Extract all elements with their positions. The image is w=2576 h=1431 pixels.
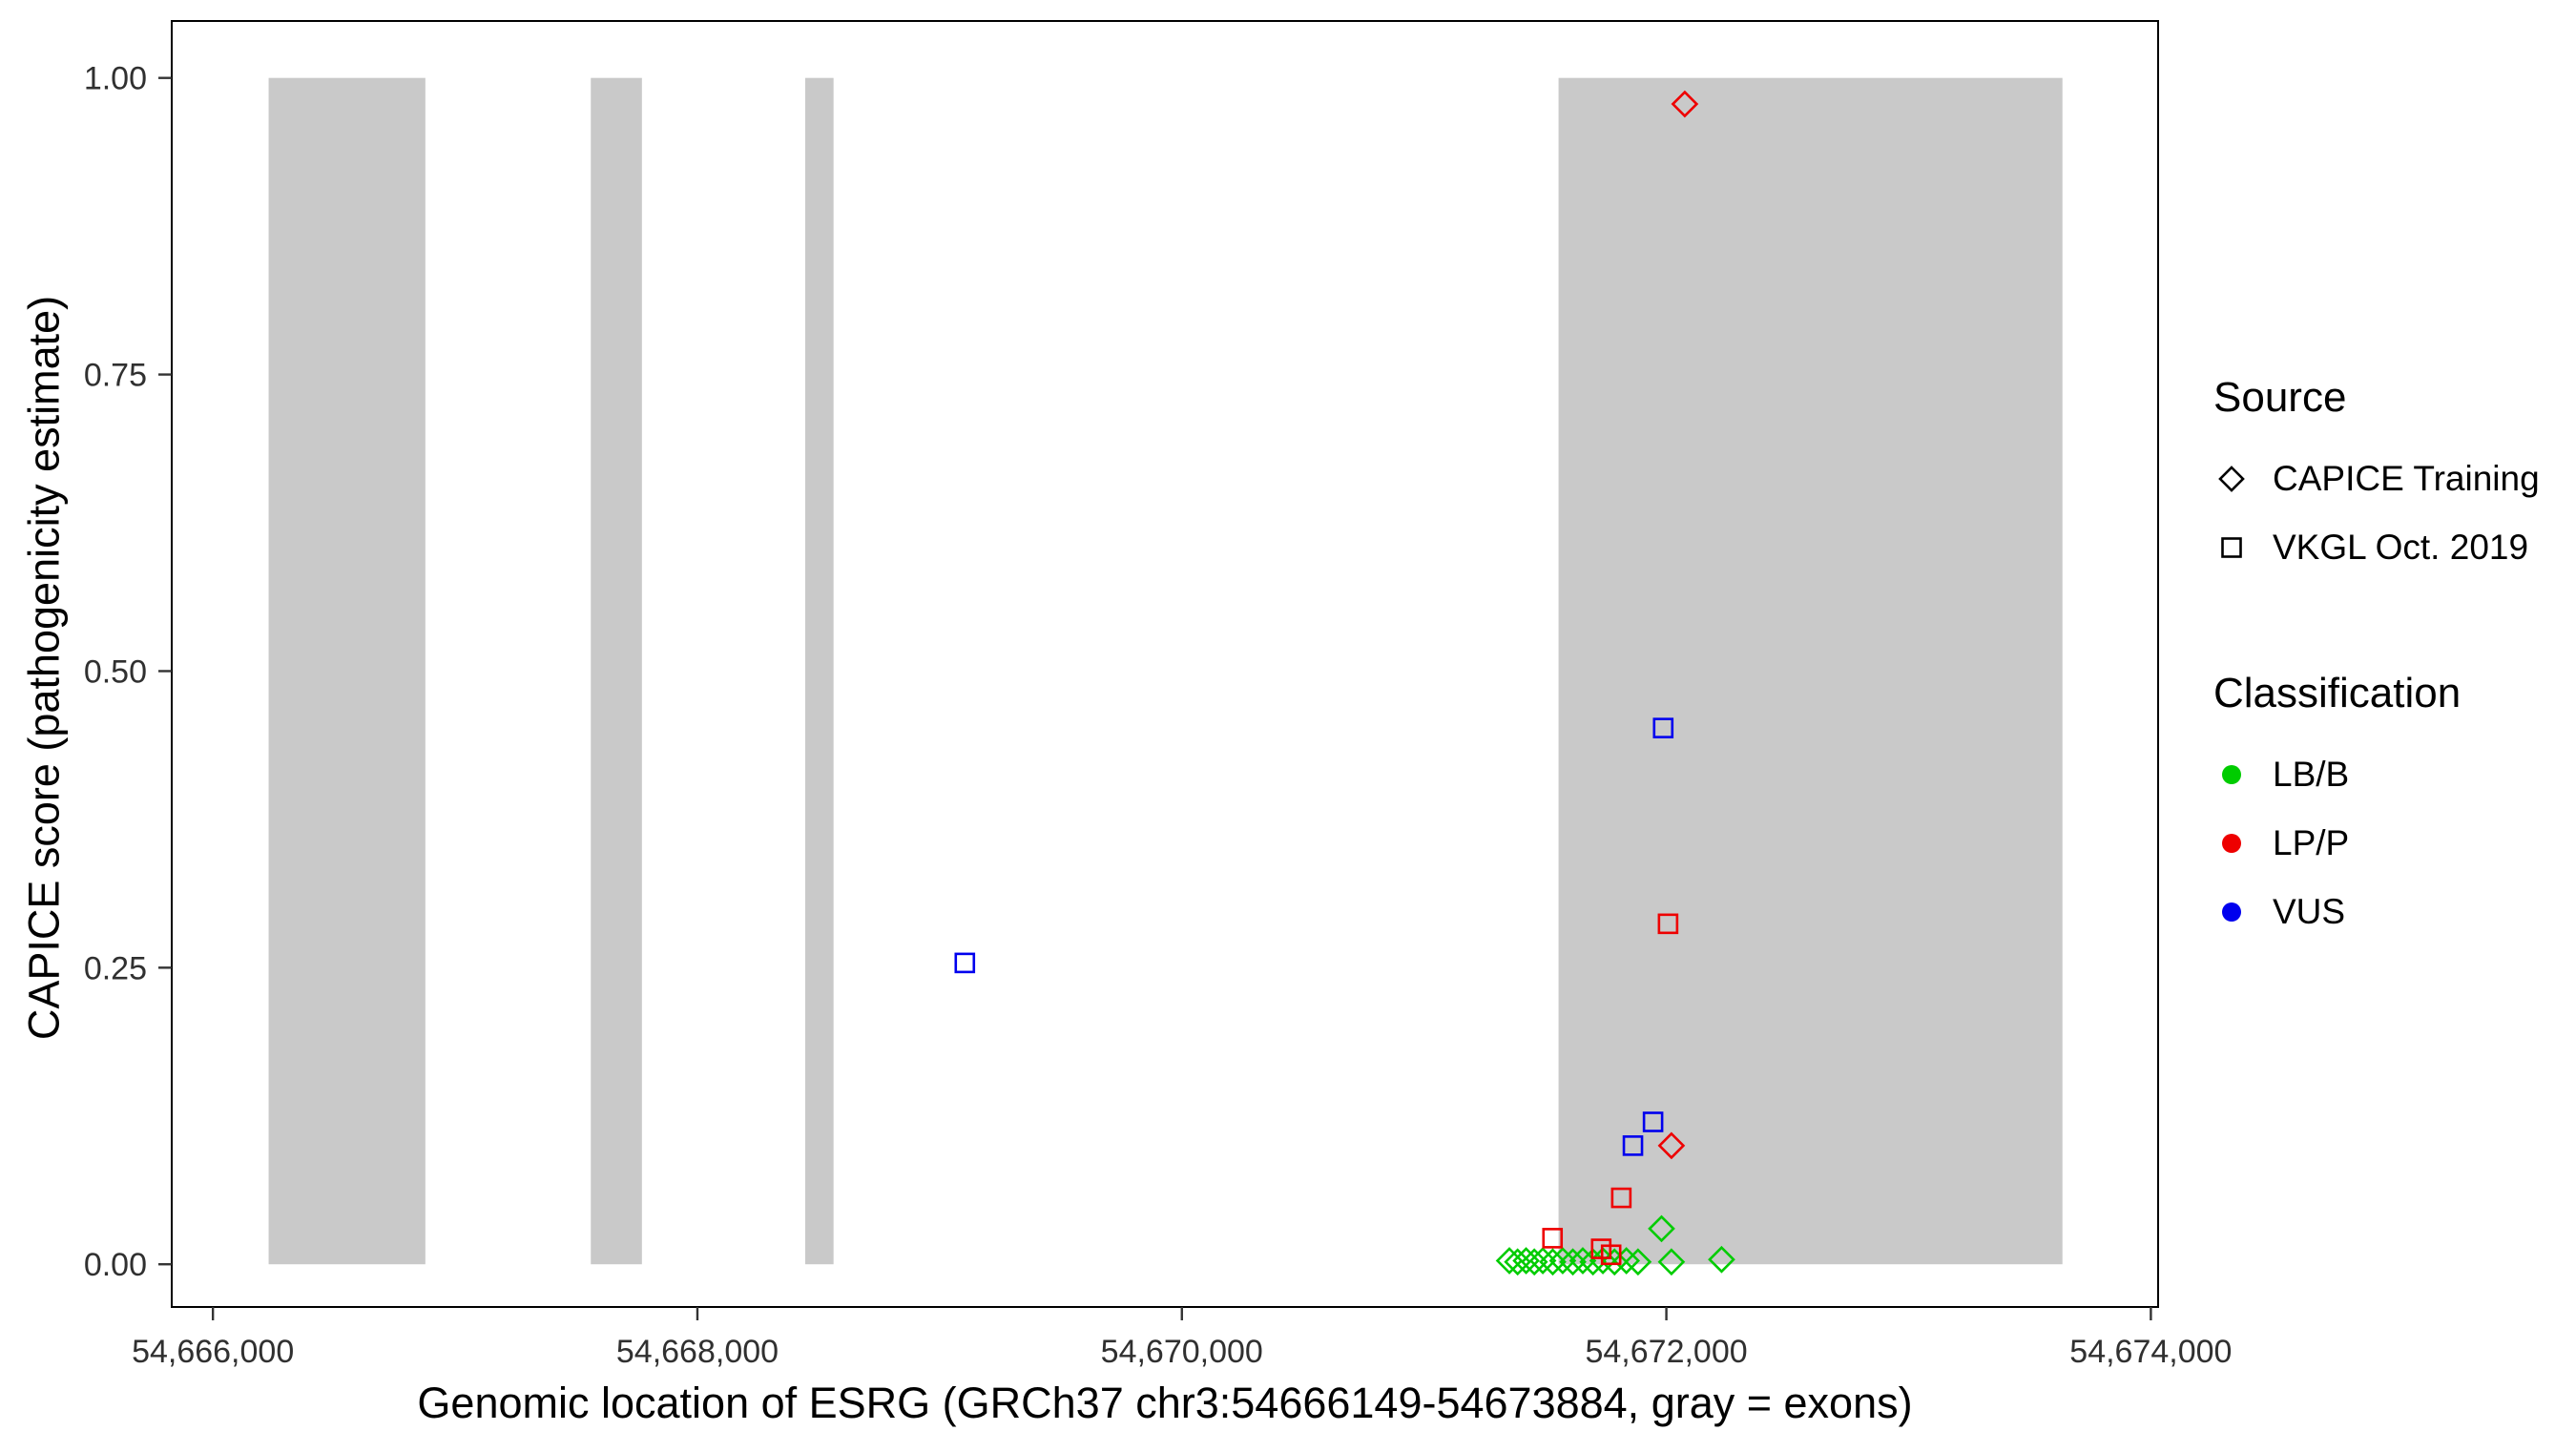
exon-region [268, 77, 426, 1265]
data-point-diamond [1559, 1248, 1587, 1276]
lbb-dot-icon [2222, 765, 2241, 784]
legend-section-gap [2213, 582, 2540, 670]
data-point-square [1542, 1228, 1564, 1249]
data-point-square [1642, 1111, 1664, 1132]
panel-border [171, 20, 2159, 1308]
legend-classification-title: Classification [2213, 670, 2462, 716]
legend-item-vus: VUS [2213, 878, 2540, 946]
legend-item-capice-training: CAPICE Training [2213, 445, 2540, 513]
legend-item-vkgl: VKGL Oct. 2019 [2213, 513, 2540, 582]
y-tick-label: 0.75 [84, 358, 147, 394]
x-tick-label: 54,670,000 [1101, 1334, 1263, 1370]
data-point-diamond [1504, 1248, 1532, 1276]
data-point-diamond [1495, 1247, 1524, 1275]
data-point-diamond [1648, 1214, 1675, 1243]
data-point-square [954, 952, 976, 974]
data-point-diamond [1708, 1245, 1735, 1274]
lpp-dot-icon [2222, 834, 2241, 853]
data-point-diamond [1657, 1248, 1686, 1276]
data-point-square [1600, 1244, 1622, 1266]
data-point-square [1652, 717, 1674, 738]
data-point-diamond [1520, 1248, 1548, 1276]
data-point-diamond [1612, 1247, 1641, 1275]
data-point-diamond [1512, 1247, 1540, 1275]
vus-dot-icon [2222, 902, 2241, 922]
data-point-diamond [1539, 1248, 1567, 1276]
y-tick-label: 0.00 [84, 1247, 147, 1283]
data-point-diamond [1548, 1247, 1577, 1275]
data-point-diamond [1624, 1248, 1652, 1276]
data-point-square [1657, 913, 1679, 935]
diamond-icon [2218, 466, 2245, 492]
y-tick-label: 1.00 [84, 61, 147, 97]
x-tick-label: 54,672,000 [1585, 1334, 1747, 1370]
data-point-square [1622, 1135, 1644, 1156]
legend: Source CAPICE Training VKGL Oct. 2019 Cl… [2213, 374, 2540, 946]
x-tick-label: 54,674,000 [2069, 1334, 2232, 1370]
exon-region [1558, 77, 2063, 1265]
y-tick-label: 0.50 [84, 653, 147, 690]
legend-item-lbb: LB/B [2213, 740, 2540, 809]
exon-region [804, 77, 834, 1265]
legend-item-label: VUS [2273, 892, 2346, 931]
y-tick-label: 0.25 [84, 950, 147, 986]
y-axis-title: CAPICE score (pathogenicity estimate) [19, 295, 69, 1041]
square-icon [2221, 537, 2242, 558]
legend-item-label: VKGL Oct. 2019 [2273, 528, 2529, 567]
legend-source-title: Source [2213, 374, 2347, 421]
x-tick-label: 54,668,000 [616, 1334, 779, 1370]
data-point-diamond [1528, 1247, 1557, 1275]
exon-region [591, 77, 642, 1265]
data-point-square [1610, 1187, 1632, 1209]
data-point-diamond [1671, 90, 1699, 118]
legend-item-label: CAPICE Training [2273, 459, 2540, 498]
legend-item-label: LB/B [2273, 755, 2350, 794]
legend-item-label: LP/P [2273, 823, 2350, 862]
data-point-diamond [1657, 1131, 1686, 1160]
legend-item-lpp: LP/P [2213, 809, 2540, 878]
x-axis-title: Genomic location of ESRG (GRCh37 chr3:54… [417, 1379, 1913, 1427]
x-tick-label: 54,666,000 [132, 1334, 294, 1370]
data-point-diamond [1568, 1247, 1597, 1275]
